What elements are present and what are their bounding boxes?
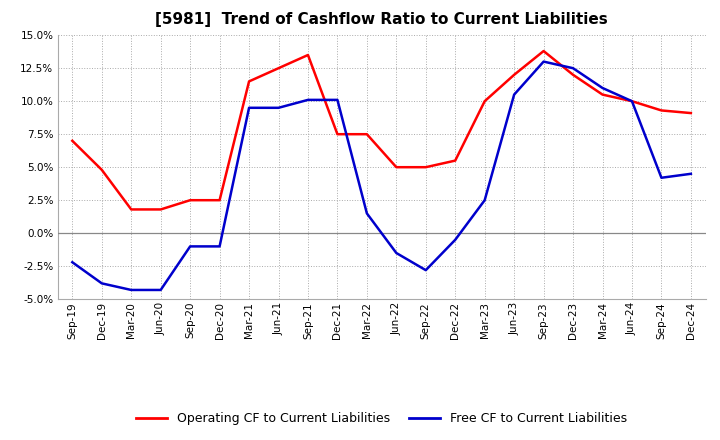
Legend: Operating CF to Current Liabilities, Free CF to Current Liabilities: Operating CF to Current Liabilities, Fre… xyxy=(131,407,632,430)
Free CF to Current Liabilities xyxy=(628,99,636,104)
Operating CF to Current Liabilities xyxy=(156,207,165,212)
Free CF to Current Liabilities xyxy=(598,85,607,91)
Operating CF to Current Liabilities xyxy=(127,207,135,212)
Free CF to Current Liabilities xyxy=(127,287,135,293)
Free CF to Current Liabilities xyxy=(363,211,372,216)
Free CF to Current Liabilities xyxy=(215,244,224,249)
Operating CF to Current Liabilities xyxy=(304,52,312,58)
Operating CF to Current Liabilities xyxy=(657,108,666,113)
Operating CF to Current Liabilities xyxy=(68,138,76,143)
Operating CF to Current Liabilities xyxy=(392,165,400,170)
Operating CF to Current Liabilities xyxy=(215,198,224,203)
Operating CF to Current Liabilities xyxy=(97,167,106,172)
Operating CF to Current Liabilities xyxy=(598,92,607,97)
Free CF to Current Liabilities xyxy=(245,105,253,110)
Operating CF to Current Liabilities xyxy=(628,99,636,104)
Operating CF to Current Liabilities xyxy=(333,132,342,137)
Operating CF to Current Liabilities xyxy=(539,48,548,54)
Operating CF to Current Liabilities xyxy=(421,165,430,170)
Free CF to Current Liabilities xyxy=(510,92,518,97)
Free CF to Current Liabilities xyxy=(68,260,76,265)
Free CF to Current Liabilities xyxy=(421,268,430,273)
Free CF to Current Liabilities xyxy=(274,105,283,110)
Title: [5981]  Trend of Cashflow Ratio to Current Liabilities: [5981] Trend of Cashflow Ratio to Curren… xyxy=(156,12,608,27)
Free CF to Current Liabilities xyxy=(539,59,548,64)
Operating CF to Current Liabilities xyxy=(569,72,577,77)
Operating CF to Current Liabilities xyxy=(363,132,372,137)
Free CF to Current Liabilities xyxy=(186,244,194,249)
Free CF to Current Liabilities xyxy=(657,175,666,180)
Operating CF to Current Liabilities xyxy=(451,158,459,163)
Operating CF to Current Liabilities xyxy=(480,99,489,104)
Free CF to Current Liabilities xyxy=(687,171,696,176)
Free CF to Current Liabilities xyxy=(480,198,489,203)
Operating CF to Current Liabilities xyxy=(687,110,696,116)
Free CF to Current Liabilities xyxy=(156,287,165,293)
Operating CF to Current Liabilities xyxy=(245,79,253,84)
Free CF to Current Liabilities xyxy=(97,281,106,286)
Free CF to Current Liabilities xyxy=(333,97,342,103)
Line: Operating CF to Current Liabilities: Operating CF to Current Liabilities xyxy=(72,51,691,209)
Line: Free CF to Current Liabilities: Free CF to Current Liabilities xyxy=(72,62,691,290)
Free CF to Current Liabilities xyxy=(304,97,312,103)
Free CF to Current Liabilities xyxy=(451,237,459,242)
Operating CF to Current Liabilities xyxy=(510,72,518,77)
Operating CF to Current Liabilities xyxy=(274,66,283,71)
Operating CF to Current Liabilities xyxy=(186,198,194,203)
Free CF to Current Liabilities xyxy=(569,66,577,71)
Free CF to Current Liabilities xyxy=(392,250,400,256)
